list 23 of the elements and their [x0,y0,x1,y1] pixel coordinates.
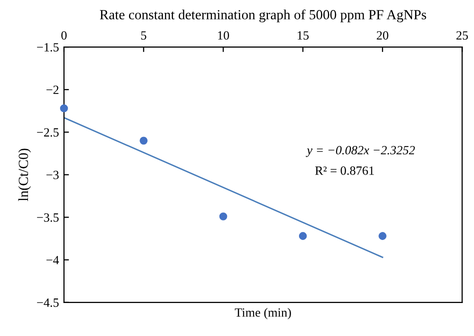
y-tick-label: −4 [46,256,59,264]
x-tick-label: 20 [376,31,388,40]
y-tick-label: −4.5 [37,298,59,307]
point [219,212,228,220]
point [298,232,307,240]
chart-title: Rate constant determination graph of 5000 ppm PF AgNPs [100,9,426,22]
x-tick-label: 0 [61,31,67,40]
y-tick-label: −2 [46,86,58,94]
x-tick-label: 15 [298,31,309,40]
x-axis-title: Time (min) [234,308,291,320]
x-tick-label: 10 [218,31,230,40]
y-tick-label: −3 [46,170,59,180]
annotation: y = −0.082x −2.3252 [306,146,415,157]
point [60,104,68,112]
x-tick-label: 25 [456,31,468,40]
point [140,136,148,145]
annotation: R² = 0.8761 [315,166,374,175]
point [378,232,386,240]
x-tick-label: 5 [141,31,146,40]
y-tick-label: −1.5 [37,43,59,52]
y-axis-title: ln(Ct/C0) [18,148,31,202]
y-tick-label: −3.5 [37,213,59,222]
y-tick-label: −2.5 [37,128,59,137]
